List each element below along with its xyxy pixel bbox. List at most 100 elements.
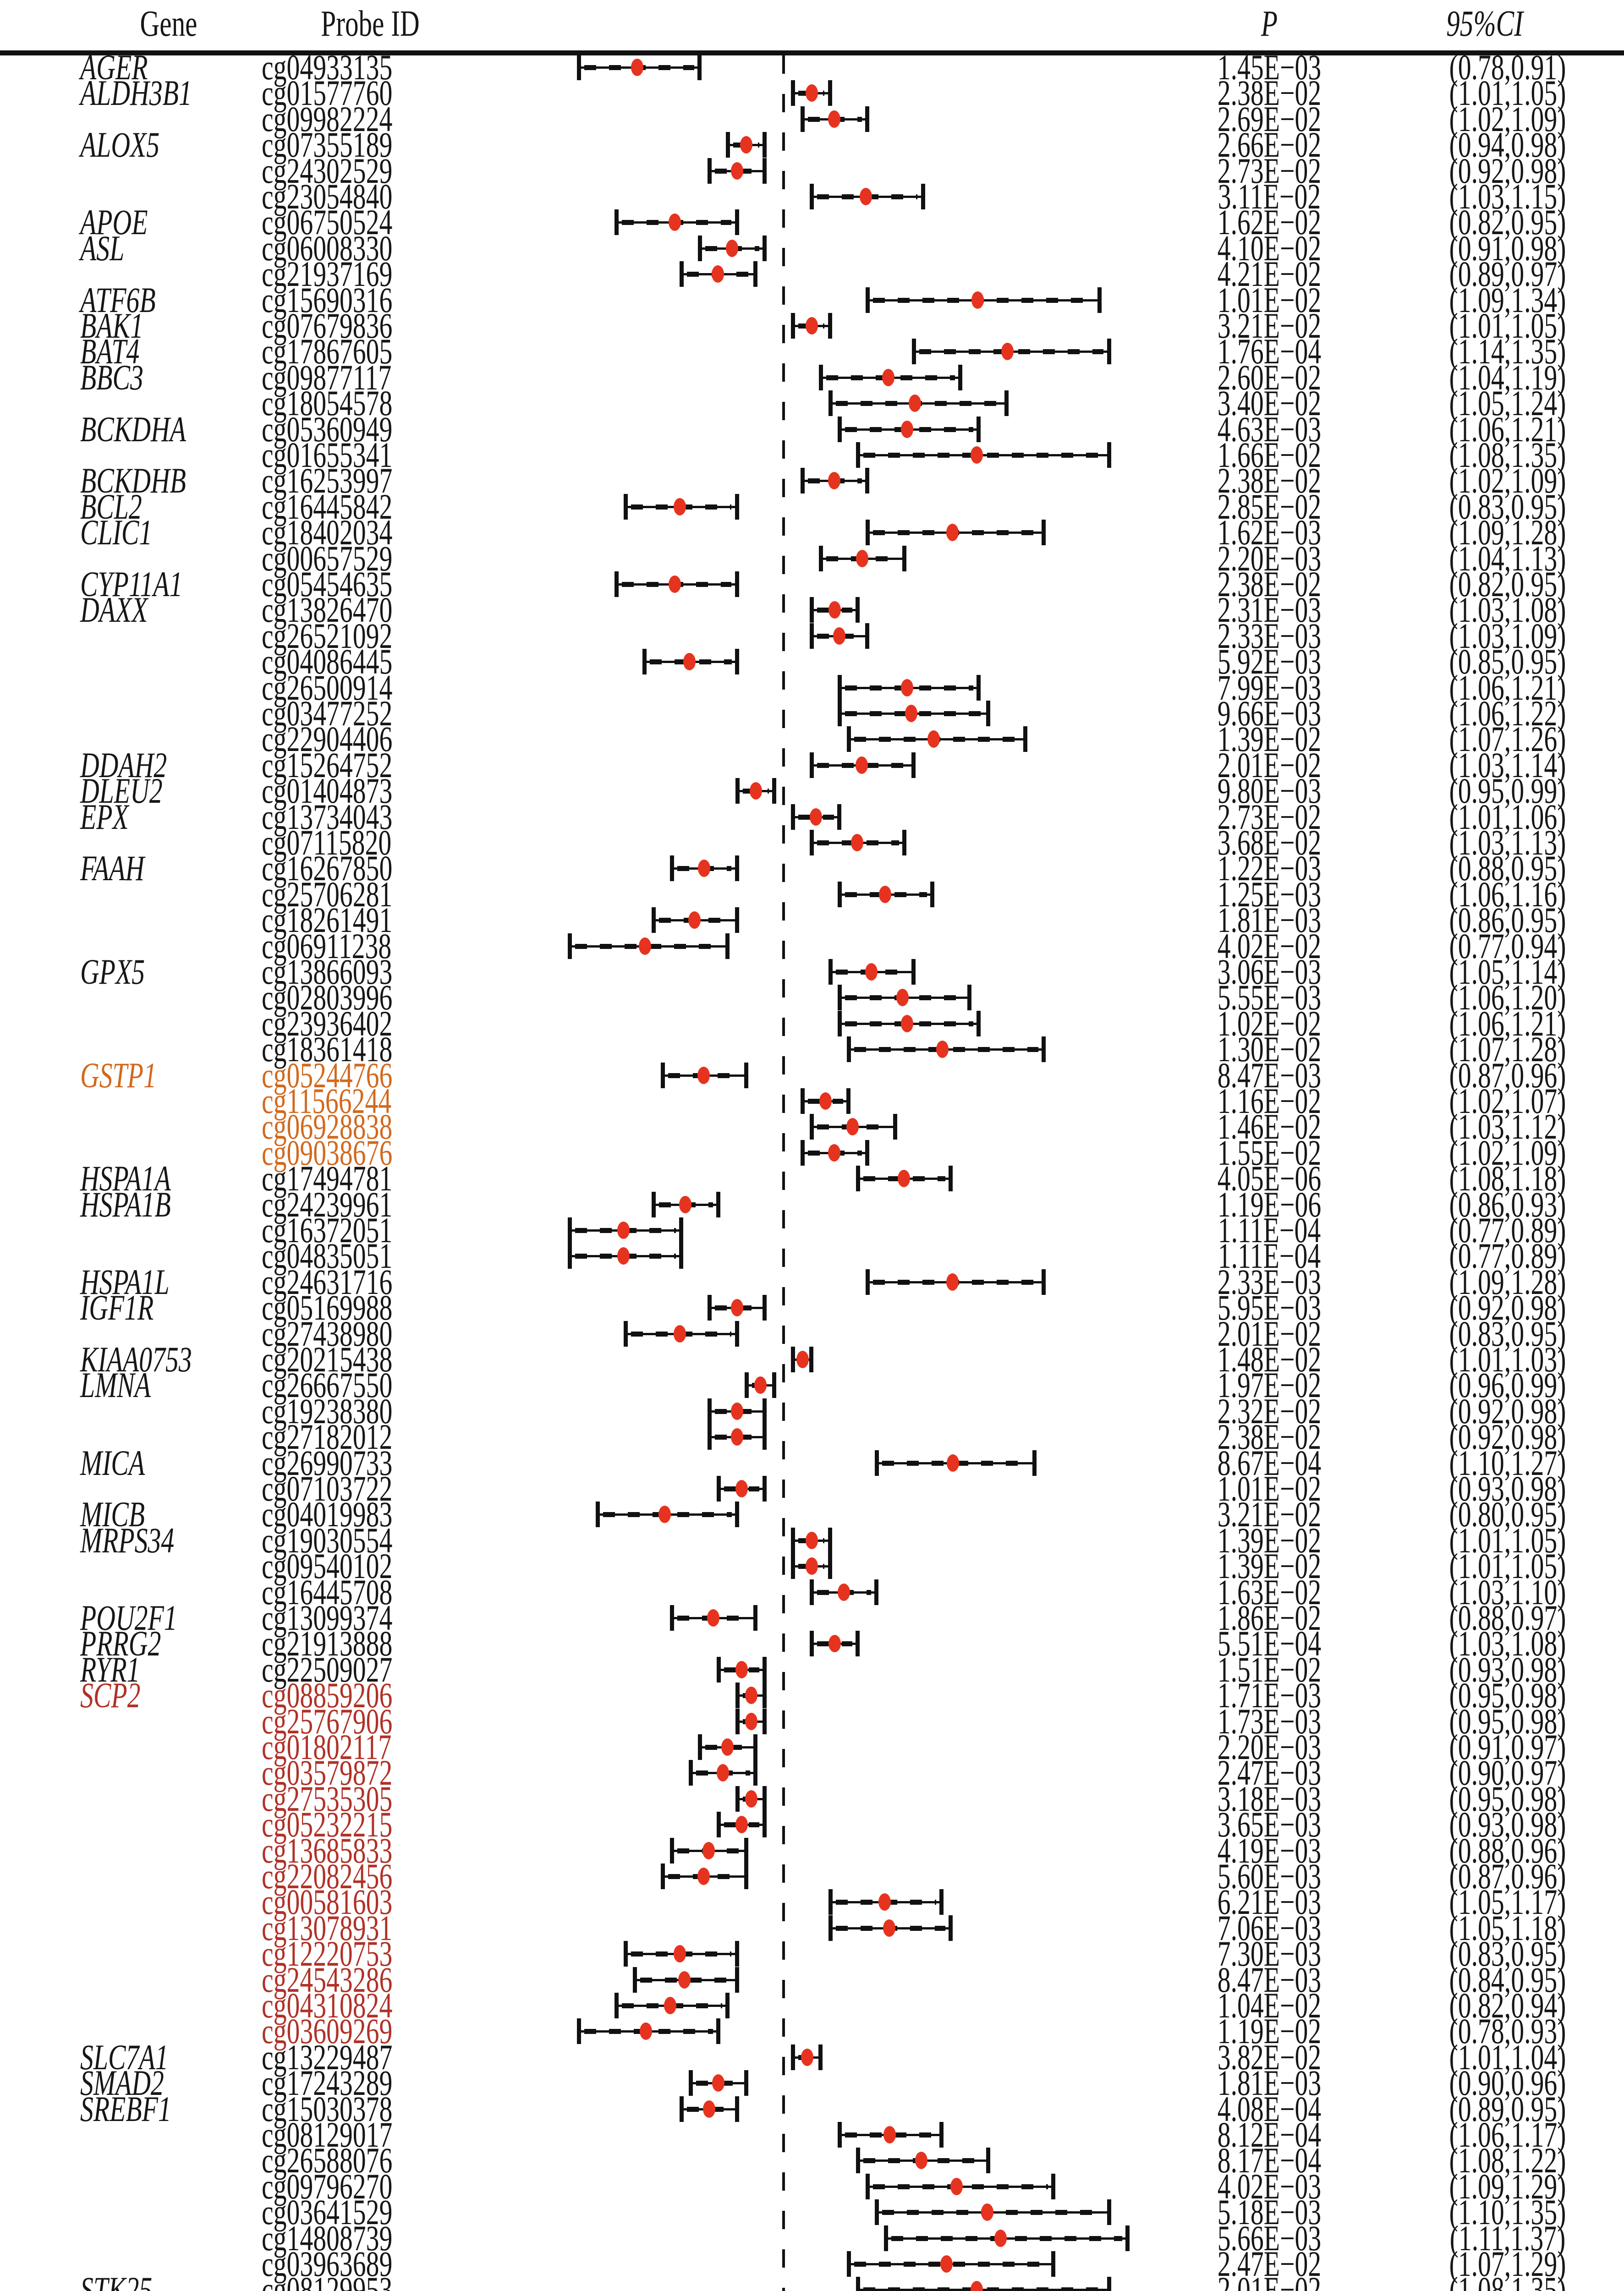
whisker-cap-left [623, 493, 628, 520]
probe-id: cg06911238 [262, 926, 392, 966]
ci-value: (1.03,1.13) [1449, 822, 1566, 862]
probe-id: cg06928838 [262, 1107, 393, 1147]
probe-id: cg13099374 [262, 1598, 393, 1638]
ci-value: (0.80,0.95) [1449, 1494, 1566, 1535]
whisker-cap-left [707, 158, 712, 184]
column-header-ci: 95%CI [1446, 4, 1523, 44]
p-value: 5.60E−03 [1217, 1856, 1322, 1896]
ci-value: (1.07,1.29) [1449, 2244, 1566, 2284]
p-value: 1.46E−02 [1217, 1107, 1322, 1147]
probe-id: cg18054578 [262, 383, 393, 423]
whisker-cap-left [568, 1217, 572, 1243]
ci-value: (1.07,1.28) [1449, 1029, 1566, 1069]
whisker-cap-left [800, 1088, 805, 1114]
ci-value: (0.94,0.98) [1449, 125, 1566, 165]
whisker-cap-right [716, 2018, 720, 2044]
point-estimate-marker [856, 549, 868, 567]
whisker-cap-left [726, 132, 730, 158]
ci-value: (1.07,1.26) [1449, 719, 1566, 759]
gene-label: SCP2 [80, 1675, 141, 1716]
whisker-cap-left [828, 959, 833, 985]
column-header-gene: Gene [140, 4, 198, 44]
ci-whisker-dashes [891, 2236, 1123, 2241]
probe-id: cg24239961 [262, 1184, 393, 1224]
whisker-cap-left [735, 778, 740, 804]
whisker-cap-right [772, 778, 776, 804]
whisker-cap-right [753, 1605, 758, 1631]
ci-value: (1.01,1.06) [1449, 796, 1566, 837]
whisker-cap-right [697, 55, 702, 80]
whisker-cap-left [837, 674, 842, 701]
whisker-cap-left [809, 184, 814, 209]
probe-id: cg09877117 [262, 357, 392, 397]
point-estimate-marker [697, 1868, 710, 1885]
point-estimate-marker [883, 2126, 896, 2143]
probe-id: cg27438980 [262, 1313, 393, 1354]
point-estimate-marker [673, 1945, 686, 1963]
whisker-cap-left [689, 1760, 693, 1786]
probe-id: cg03641529 [262, 2192, 393, 2232]
whisker-cap-left [679, 2096, 684, 2122]
whisker-cap-left [670, 855, 675, 882]
ci-value: (0.96,0.99) [1449, 1365, 1566, 1405]
point-estimate-marker [639, 937, 652, 955]
point-estimate-marker [909, 395, 922, 412]
point-estimate-marker [994, 2229, 1007, 2247]
probe-id: cg26521092 [262, 615, 393, 656]
ci-value: (0.85,0.95) [1449, 641, 1566, 682]
whisker-cap-right [1042, 1269, 1046, 1295]
whisker-cap-left [875, 1450, 879, 1476]
whisker-cap-left [698, 1734, 702, 1760]
ci-value: (1.02,1.09) [1449, 99, 1566, 139]
probe-id: cg06008330 [262, 228, 393, 268]
whisker-cap-right [1051, 2251, 1055, 2277]
point-estimate-marker [805, 317, 818, 334]
point-estimate-marker [726, 239, 739, 257]
whisker-cap-left [865, 520, 870, 546]
p-value: 7.06E−03 [1217, 1907, 1322, 1948]
whisker-cap-right [893, 1114, 897, 1140]
whisker-cap-left [707, 1398, 712, 1424]
whisker-cap-left [679, 261, 684, 287]
probe-id: cg19030554 [262, 1520, 393, 1560]
whisker-cap-left [837, 416, 842, 442]
whisker-cap-left [651, 1191, 656, 1217]
whisker-cap-left [856, 2148, 861, 2174]
probe-id: cg21937169 [262, 254, 393, 294]
whisker-cap-right [735, 1941, 739, 1967]
p-value: 1.97E−02 [1217, 1365, 1322, 1405]
ci-value: (0.83,0.95) [1449, 1313, 1566, 1354]
ci-value: (0.90,0.96) [1449, 2063, 1566, 2103]
probe-id: cg17243289 [262, 2063, 393, 2103]
whisker-cap-right [874, 1579, 878, 1605]
p-value: 1.66E−02 [1217, 435, 1322, 475]
whisker-cap-right [763, 1786, 767, 1812]
probe-id: cg07103722 [262, 1469, 393, 1508]
p-value: 1.48E−02 [1217, 1339, 1322, 1379]
whisker-cap-left [819, 364, 823, 390]
probe-id: cg26667550 [262, 1365, 393, 1405]
gene-label: ASL [80, 228, 125, 268]
point-estimate-marker [837, 1583, 850, 1601]
probe-id: cg03609269 [262, 2011, 393, 2051]
point-estimate-marker [946, 524, 959, 542]
probe-id: cg16253997 [262, 460, 393, 501]
whisker-cap-right [1051, 2173, 1055, 2199]
probe-id: cg16267850 [262, 848, 393, 888]
whisker-cap-right [902, 830, 906, 855]
probe-id: cg14808739 [262, 2218, 393, 2258]
ci-value: (1.01,1.05) [1449, 1546, 1566, 1586]
probe-id: cg02803996 [262, 977, 393, 1018]
ci-value: (0.92,0.98) [1449, 150, 1566, 191]
point-estimate-marker [981, 2203, 993, 2221]
probe-id: cg13866093 [262, 952, 393, 992]
whisker-cap-left [661, 1062, 665, 1088]
probe-id: cg26500914 [262, 667, 393, 707]
whisker-cap-right [977, 416, 981, 442]
p-value: 9.66E−03 [1217, 693, 1322, 733]
point-estimate-marker [851, 834, 864, 851]
p-value: 4.02E−03 [1217, 2166, 1322, 2206]
ci-value: (1.01,1.03) [1449, 1339, 1566, 1379]
whisker-cap-left [828, 390, 833, 417]
